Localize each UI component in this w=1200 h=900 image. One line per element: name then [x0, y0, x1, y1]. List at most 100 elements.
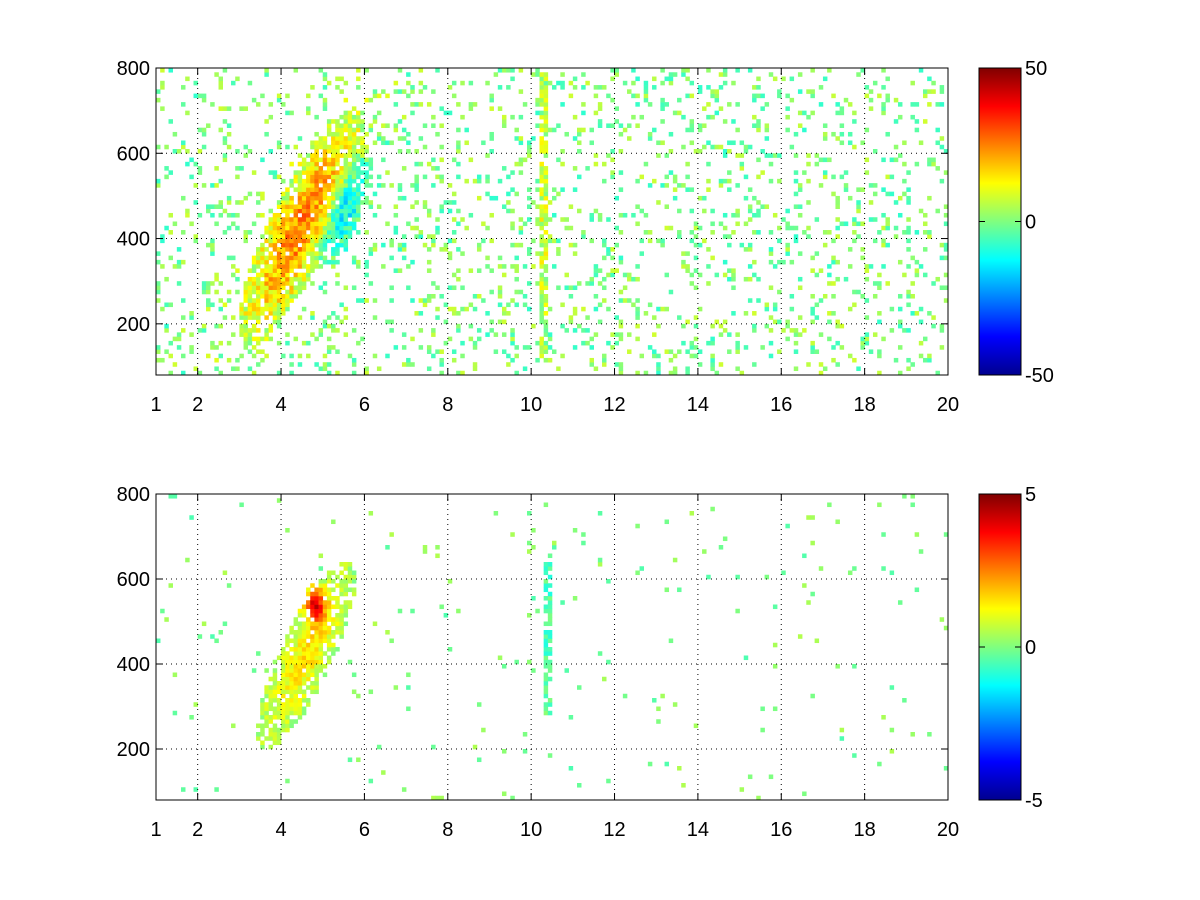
heatmap-cell: [793, 178, 799, 184]
x-tick-label: 8: [442, 394, 453, 416]
heatmap-cell: [181, 259, 186, 265]
heatmap-cell: [393, 80, 399, 86]
heatmap-cell: [181, 298, 186, 303]
heatmap-cell: [635, 323, 640, 329]
heatmap-cell: [364, 157, 369, 163]
heatmap-cell: [301, 178, 307, 184]
heatmap-cell: [585, 166, 590, 171]
heatmap-cell: [910, 494, 915, 499]
heatmap-cell: [543, 97, 549, 103]
heatmap-cell: [251, 285, 257, 291]
heatmap-cell: [856, 289, 861, 295]
heatmap-cell: [331, 264, 336, 269]
heatmap-cell: [918, 140, 924, 146]
heatmap-cell: [810, 515, 815, 520]
heatmap-cell: [668, 357, 674, 363]
heatmap-cell: [902, 161, 907, 167]
heatmap-cell: [335, 85, 340, 90]
heatmap-cell: [706, 140, 711, 146]
heatmap-cell: [693, 149, 699, 154]
heatmap-cell: [264, 719, 269, 724]
heatmap-cell: [276, 144, 282, 150]
heatmap-cell: [339, 583, 344, 588]
heatmap-cell: [518, 114, 524, 120]
heatmap-cell: [547, 647, 553, 652]
panel-1-colorbar: [978, 67, 1022, 376]
heatmap-cell: [702, 195, 707, 201]
heatmap-cell: [335, 204, 340, 209]
heatmap-cell: [385, 123, 390, 128]
x-tick-label: 4: [275, 394, 286, 416]
heatmap-cell: [652, 698, 657, 703]
heatmap-cell: [226, 225, 232, 231]
heatmap-cell: [289, 710, 294, 716]
heatmap-cell: [243, 336, 249, 342]
heatmap-cell: [156, 89, 161, 94]
heatmap-cell: [906, 230, 911, 235]
heatmap-cell: [872, 191, 878, 197]
heatmap-cell: [506, 85, 511, 90]
heatmap-cell: [693, 723, 699, 729]
heatmap-cell: [368, 161, 374, 167]
heatmap-cell: [260, 740, 265, 746]
heatmap-cell: [514, 659, 519, 665]
heatmap-cell: [235, 357, 240, 363]
heatmap-cell: [472, 345, 478, 350]
heatmap-cell: [314, 157, 319, 163]
heatmap-cell: [164, 144, 169, 150]
heatmap-cell: [810, 319, 815, 325]
heatmap-cell: [347, 153, 353, 158]
heatmap-cell: [543, 212, 549, 218]
heatmap-cell: [827, 230, 832, 235]
heatmap-cell: [272, 668, 278, 673]
heatmap-cell: [681, 114, 686, 120]
heatmap-cell: [547, 591, 553, 597]
heatmap-cell: [677, 97, 682, 103]
heatmap-cell: [722, 234, 728, 239]
heatmap-cell: [643, 80, 649, 86]
heatmap-cell: [168, 340, 173, 346]
heatmap-cell: [268, 255, 274, 261]
heatmap-cell: [243, 306, 249, 312]
heatmap-cell: [435, 795, 440, 801]
heatmap-cell: [868, 89, 874, 94]
heatmap-cell: [314, 604, 319, 610]
heatmap-cell: [310, 315, 315, 320]
heatmap-cell: [451, 93, 457, 99]
heatmap-cell: [297, 191, 303, 197]
heatmap-cell: [231, 272, 236, 278]
heatmap-cell: [897, 195, 903, 201]
heatmap-cell: [489, 195, 494, 201]
heatmap-cell: [339, 166, 344, 171]
heatmap-cell: [797, 110, 803, 116]
heatmap-cell: [497, 289, 503, 295]
heatmap-cell: [281, 723, 286, 729]
heatmap-cell: [693, 221, 699, 227]
heatmap-cell: [335, 136, 340, 141]
heatmap-cell: [722, 68, 728, 73]
heatmap-cell: [276, 302, 282, 308]
heatmap-cell: [222, 157, 228, 163]
heatmap-cell: [647, 102, 653, 107]
heatmap-cell: [781, 328, 786, 333]
heatmap-cell: [322, 157, 328, 163]
heatmap-cell: [268, 706, 274, 712]
heatmap-cell: [343, 621, 349, 627]
heatmap-cell: [293, 706, 299, 712]
heatmap-cell: [668, 638, 674, 644]
heatmap-cell: [468, 157, 474, 163]
heatmap-cell: [289, 719, 294, 724]
heatmap-cell: [285, 212, 290, 218]
heatmap-cell: [660, 140, 665, 146]
heatmap-cell: [260, 311, 265, 316]
heatmap-cell: [872, 238, 878, 244]
heatmap-cell: [518, 157, 524, 163]
heatmap-cell: [747, 68, 753, 73]
heatmap-cell: [168, 353, 173, 359]
heatmap-cell: [285, 306, 290, 312]
heatmap-cell: [310, 217, 315, 222]
heatmap-cell: [343, 212, 349, 218]
heatmap-cell: [301, 681, 307, 686]
heatmap-cell: [810, 93, 815, 99]
heatmap-cell: [297, 659, 303, 665]
